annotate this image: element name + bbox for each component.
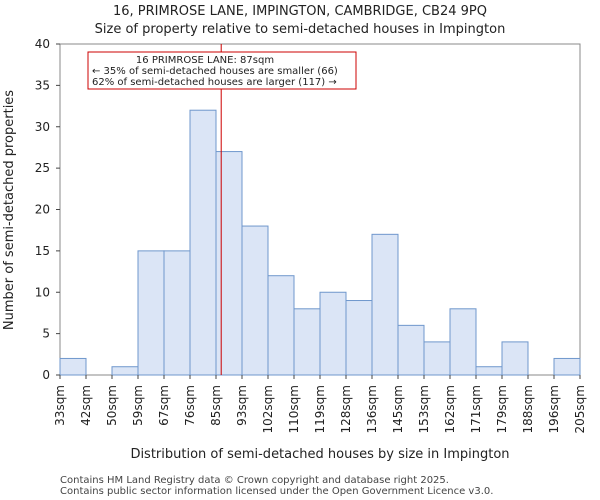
x-tick-label: 136sqm	[365, 385, 379, 433]
x-axis-ticks: 33sqm 42sqm 50sqm 59sqm 67sqm 76sqm 85sqm 93sqm…	[53, 375, 587, 433]
x-tick-label: 196sqm	[547, 385, 561, 433]
x-tick-label: 50sqm	[105, 385, 119, 426]
bar-128sqm	[345, 300, 373, 376]
y-tick-label: 20	[35, 203, 50, 217]
annotation-box: 16 PRIMROSE LANE: 87sqm ← 35% of semi-de…	[87, 51, 357, 90]
x-tick-label: 76sqm	[183, 385, 197, 426]
y-tick-label: 40	[35, 37, 50, 51]
x-tick-label: 162sqm	[443, 385, 457, 433]
bar-110sqm	[293, 308, 321, 376]
chart-title-line2: Size of property relative to semi-detach…	[95, 22, 506, 37]
bar-59sqm	[137, 250, 165, 376]
y-tick-label: 15	[35, 244, 50, 258]
bar-33sqm	[59, 357, 87, 376]
bar-102sqm	[267, 275, 295, 376]
x-tick-label: 205sqm	[573, 385, 587, 433]
x-tick-label: 110sqm	[287, 385, 301, 433]
x-tick-label: 59sqm	[131, 385, 145, 426]
bar-67sqm	[163, 250, 191, 376]
x-tick-label: 93sqm	[235, 385, 249, 426]
x-tick-label: 153sqm	[417, 385, 431, 433]
annotation-line1: 16 PRIMROSE LANE: 87sqm	[136, 55, 274, 66]
chart-title-line1: 16, PRIMROSE LANE, IMPINGTON, CAMBRIDGE,…	[113, 4, 487, 19]
bar-171sqm	[475, 366, 503, 376]
y-tick-label: 0	[42, 368, 50, 382]
bar-93sqm	[241, 225, 269, 376]
x-tick-label: 85sqm	[209, 385, 223, 426]
annotation-border	[87, 51, 357, 90]
x-tick-label: 145sqm	[391, 385, 405, 433]
annotation-line2: ← 35% of semi-detached houses are smalle…	[92, 66, 338, 77]
y-tick-label: 30	[35, 120, 50, 134]
bar-119sqm	[319, 291, 347, 376]
bar-85sqm	[215, 151, 243, 376]
bar-196sqm	[553, 357, 581, 376]
y-axis-label: Number of semi-detached properties	[2, 90, 17, 330]
x-axis-label: Distribution of semi-detached houses by …	[130, 447, 509, 462]
x-tick-label: 171sqm	[469, 385, 483, 433]
x-tick-label: 179sqm	[495, 385, 509, 433]
annotation-line3: 62% of semi-detached houses are larger (…	[92, 77, 337, 88]
x-tick-label: 102sqm	[261, 385, 275, 433]
y-tick-label: 10	[35, 285, 50, 299]
bars-group	[59, 109, 581, 376]
bar-136sqm	[371, 233, 399, 376]
footer-line1: Contains HM Land Registry data © Crown c…	[60, 475, 449, 486]
x-tick-label: 33sqm	[53, 385, 67, 426]
y-axis-ticks: 0 5 10 15 20 25 30 35 40	[35, 37, 60, 382]
y-tick-label: 5	[42, 327, 50, 341]
bar-50sqm	[111, 366, 139, 376]
x-tick-label: 67sqm	[157, 385, 171, 426]
y-tick-label: 35	[35, 78, 50, 92]
bar-162sqm	[449, 308, 477, 376]
footer-line2: Contains public sector information licen…	[60, 486, 493, 497]
x-tick-label: 128sqm	[339, 385, 353, 433]
y-tick-label: 25	[35, 161, 50, 175]
x-tick-label: 188sqm	[521, 385, 535, 433]
bar-179sqm	[501, 341, 529, 376]
x-tick-label: 42sqm	[79, 385, 93, 426]
bar-76sqm	[189, 109, 217, 376]
bar-153sqm	[423, 341, 451, 376]
x-tick-label: 119sqm	[313, 385, 327, 433]
bar-145sqm	[397, 324, 425, 376]
